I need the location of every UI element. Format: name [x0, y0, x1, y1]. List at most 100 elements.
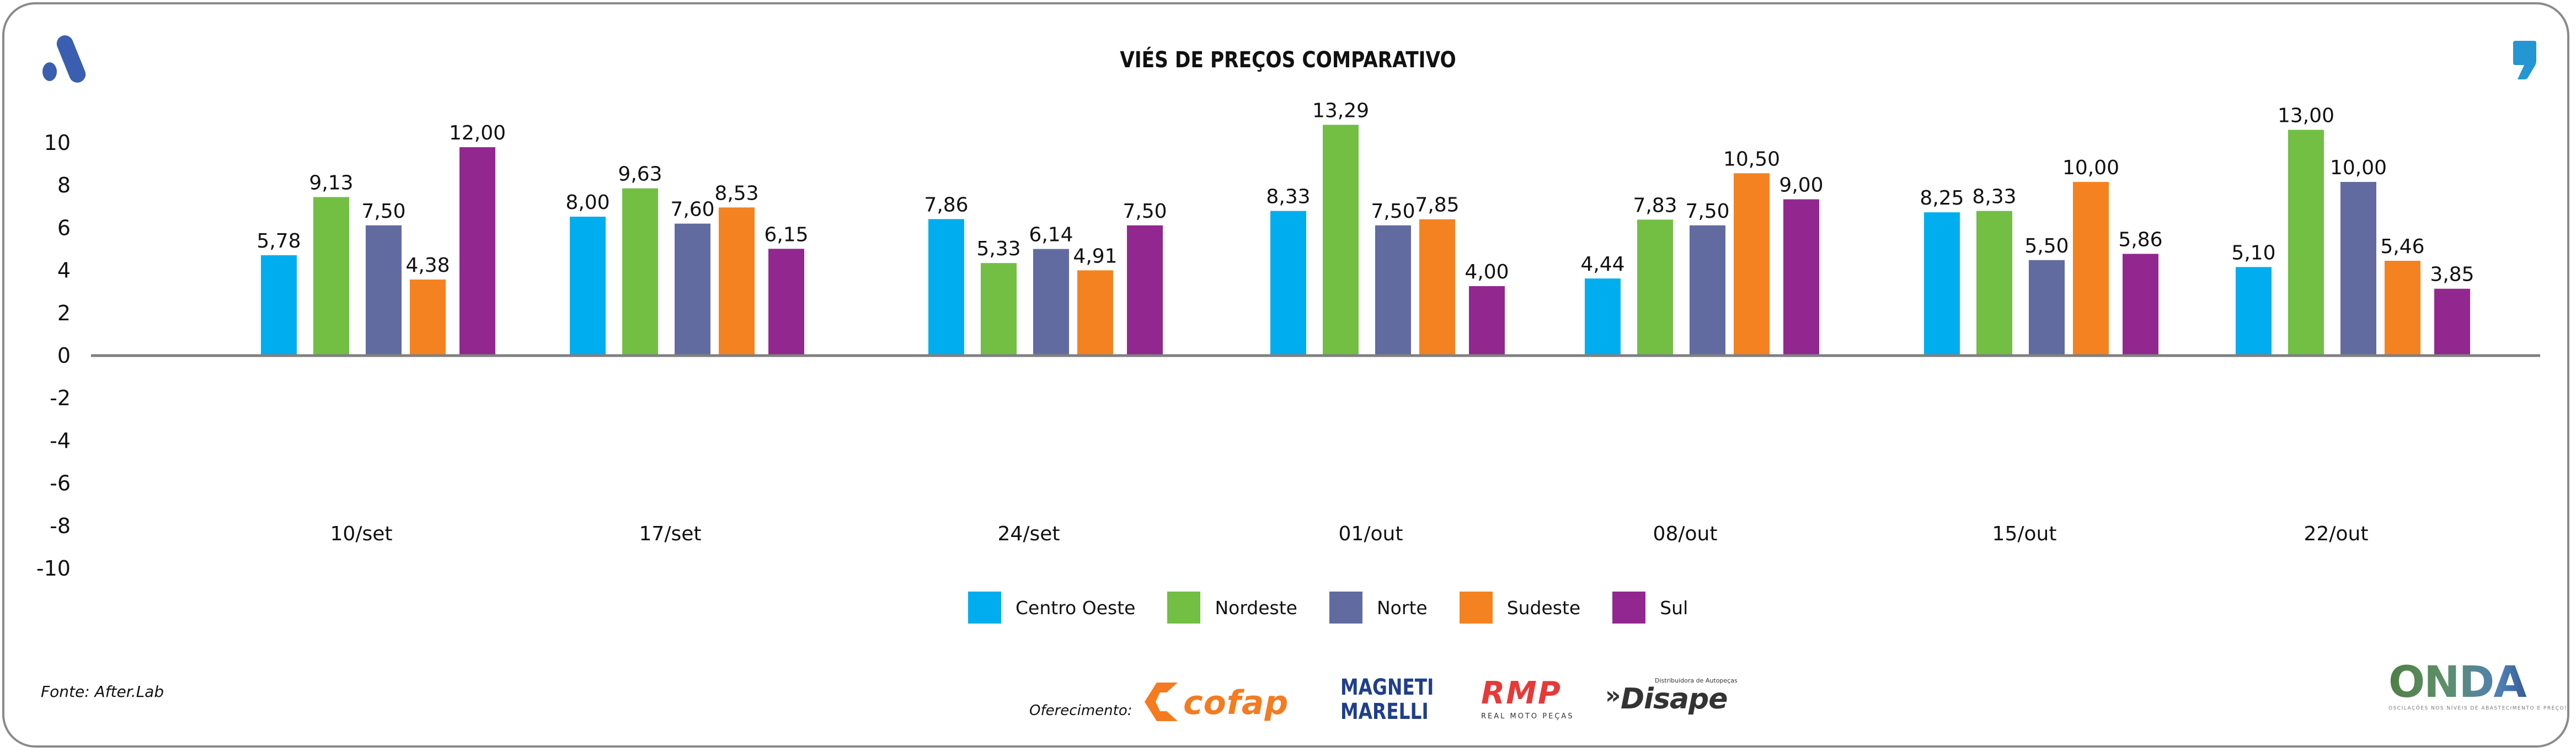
bar-sudeste-01-out [1419, 219, 1455, 356]
value-label: 6,14 [1029, 224, 1073, 246]
legend-item-sul: Sul [1612, 592, 1688, 624]
value-label: 7,50 [1371, 200, 1415, 223]
value-label: 8,53 [714, 182, 758, 205]
y-tick-label: -2 [50, 386, 71, 410]
value-label: 9,13 [309, 171, 353, 194]
value-label: 13,29 [1312, 99, 1369, 122]
bar-sudeste-10-set [410, 280, 446, 356]
cofap-logo-icon [1145, 683, 1178, 721]
value-label: 10,50 [1723, 148, 1780, 170]
value-label: 7,83 [1633, 194, 1677, 217]
value-label: 5,33 [976, 238, 1020, 260]
bar-centro-oeste-10-set [261, 255, 297, 356]
x-tick-label: 08/out [1653, 523, 1718, 545]
value-label: 4,44 [1580, 253, 1624, 276]
chart-title: VIÉS DE PREÇOS COMPARATIVO [1120, 47, 1456, 73]
value-label: 10,00 [2062, 157, 2119, 179]
bar-sudeste-15-out [2073, 182, 2109, 356]
bars [261, 125, 2470, 356]
legend-swatch [1459, 592, 1493, 624]
bar-sul-10-set [459, 147, 495, 356]
y-tick-label: 4 [57, 259, 71, 283]
sponsor-rmp: RMP REAL MOTO PEÇAS [1481, 677, 1591, 727]
onda-tagline: OSCILAÇÕES NOS NÍVEIS DE ABASTECIMENTO E… [2388, 706, 2568, 711]
bar-norte-10-set [366, 225, 402, 356]
legend-item-nordeste: Nordeste [1167, 592, 1297, 624]
bar-sul-15-out [2123, 254, 2158, 356]
bar-sudeste-24-set [1077, 270, 1113, 356]
value-label: 5,86 [2118, 228, 2162, 251]
sponsor-cofap: cofap [1145, 683, 1321, 722]
value-label: 12,00 [449, 122, 506, 144]
value-label: 7,50 [1685, 200, 1729, 223]
bar-nordeste-15-out [1976, 211, 2012, 356]
legend-item-sudeste: Sudeste [1459, 592, 1581, 624]
value-label: 8,33 [1972, 186, 2016, 208]
disape-tagline: Distribuidora de Autopeças [1655, 677, 1738, 684]
value-label: 3,85 [2430, 264, 2474, 286]
bar-nordeste-10-set [313, 197, 349, 356]
y-tick-label: -8 [50, 514, 71, 538]
x-tick-label: 01/out [1339, 523, 1403, 545]
bar-sul-08-out [1783, 199, 1819, 356]
x-tick-label: 24/set [998, 523, 1060, 545]
y-tick-label: 6 [57, 216, 71, 240]
bar-nordeste-17-set [622, 188, 658, 356]
bar-nordeste-22-out [2288, 130, 2324, 356]
bar-norte-22-out [2340, 182, 2376, 356]
bar-norte-24-set [1033, 249, 1069, 356]
rmp-tagline: REAL MOTO PEÇAS [1481, 712, 1574, 721]
value-label: 5,78 [256, 230, 301, 253]
value-label: 7,86 [924, 194, 968, 216]
bar-norte-15-out [2029, 260, 2065, 356]
legend-item-norte: Norte [1329, 592, 1428, 624]
y-tick-label: -10 [36, 556, 71, 581]
value-label: 9,63 [618, 163, 662, 186]
legend-label: Sul [1660, 597, 1688, 619]
onda-logo: ONDA OSCILAÇÕES NOS NÍVEIS DE ABASTECIME… [2388, 660, 2568, 711]
y-tick-label: 2 [57, 301, 71, 325]
bar-nordeste-01-out [1323, 125, 1359, 356]
bar-nordeste-08-out [1637, 219, 1673, 356]
value-label: 5,50 [2024, 235, 2069, 257]
legend-label: Nordeste [1215, 597, 1297, 619]
y-axis: 10 8 6 4 2 0 -2 -4 -6 -8 -10 [36, 131, 71, 581]
legend-label: Norte [1377, 597, 1428, 619]
bar-sul-01-out [1469, 286, 1505, 356]
y-tick-label: 8 [57, 173, 71, 197]
value-label: 8,33 [1266, 186, 1310, 208]
bar-sudeste-17-set [719, 207, 755, 356]
legend-swatch [1329, 592, 1362, 624]
bar-norte-01-out [1375, 225, 1411, 356]
after-lab-a-logo-icon [42, 35, 86, 83]
sponsor-disape: Distribuidora de Autopeças » Disape [1605, 677, 1771, 727]
value-label: 7,50 [1123, 200, 1167, 223]
value-label: 7,85 [1415, 194, 1459, 217]
marelli-line: MARELLI [1340, 699, 1429, 724]
bar-centro-oeste-24-set [928, 219, 964, 356]
legend-item-centro-oeste: Centro Oeste [968, 592, 1135, 624]
legend-swatch [1167, 592, 1201, 624]
disape-wordmark: Disape [1621, 683, 1728, 716]
magneti-line: MAGNETI [1340, 675, 1434, 700]
value-label: 8,25 [1920, 187, 1964, 210]
quote-comma-icon [2513, 41, 2536, 79]
value-label: 4,38 [405, 254, 450, 277]
bar-centro-oeste-01-out [1270, 211, 1306, 356]
value-label: 5,46 [2380, 235, 2424, 258]
value-label: 6,15 [764, 223, 808, 246]
legend: Centro Oeste Nordeste Norte Sudeste Sul [968, 592, 1720, 624]
value-label: 13,00 [2278, 105, 2334, 127]
value-label: 7,50 [361, 200, 405, 223]
onda-wordmark: ONDA [2388, 660, 2548, 705]
value-label: 7,60 [670, 198, 714, 221]
legend-swatch [968, 592, 1001, 624]
bar-centro-oeste-22-out [2236, 267, 2272, 356]
bar-centro-oeste-15-out [1924, 212, 1960, 356]
value-label: 8,00 [565, 191, 610, 214]
x-tick-label: 15/out [1992, 523, 2057, 545]
legend-label: Sudeste [1506, 597, 1581, 619]
x-tick-label: 17/set [639, 523, 702, 545]
legend-swatch [1612, 592, 1646, 624]
